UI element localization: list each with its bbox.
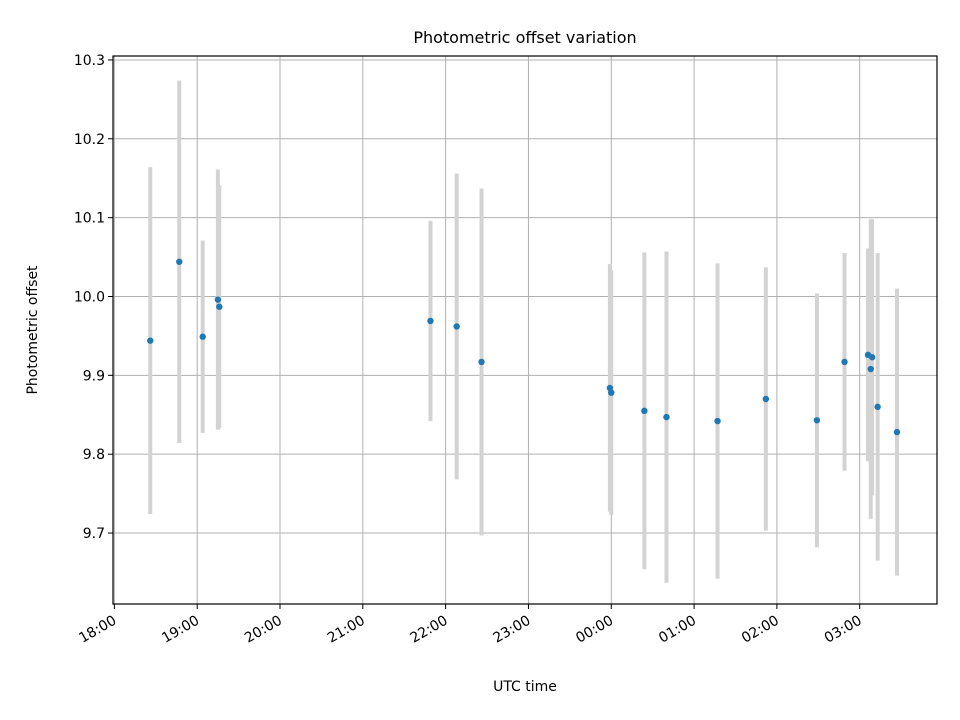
data-point — [176, 258, 183, 265]
data-point — [813, 417, 821, 424]
y-axis-label: Photometric offset — [25, 265, 41, 395]
chart-title: Photometric offset variation — [413, 28, 636, 47]
data-point — [868, 354, 876, 361]
data-point — [427, 317, 434, 325]
data-point — [216, 303, 223, 310]
y-axis-ticks: 9.7 9.8 9.9 10.0 10.1 10.2 10.3 — [74, 53, 113, 542]
data-point — [214, 296, 222, 303]
x-tick-label: 21:00 — [325, 613, 368, 647]
x-tick-label: 02:00 — [739, 613, 782, 647]
plot-frame — [112, 55, 938, 605]
x-tick-label: 22:00 — [408, 613, 451, 647]
x-axis-label: UTC time — [493, 679, 557, 695]
data-point — [762, 395, 770, 403]
data-point — [874, 403, 881, 411]
data-point — [663, 413, 670, 421]
data-point — [714, 417, 721, 425]
x-tick-label: 18:00 — [76, 613, 119, 647]
y-tick-label: 9.8 — [83, 447, 105, 463]
data-point — [147, 337, 154, 344]
x-axis-ticks: 18:00 19:00 20:00 21:00 22:00 23:00 00:00 01:00… — [76, 604, 865, 647]
data-point — [199, 333, 206, 340]
x-tick-label: 00:00 — [573, 613, 616, 647]
x-tick-label: 23:00 — [490, 613, 533, 647]
data-point — [867, 365, 874, 373]
y-tick-label: 10.3 — [74, 53, 105, 69]
grid — [113, 56, 937, 604]
data-point — [608, 389, 615, 396]
data-point — [478, 358, 485, 366]
data-point — [893, 428, 901, 436]
data-point — [841, 358, 848, 366]
y-tick-label: 10.2 — [74, 132, 105, 148]
y-tick-label: 10.0 — [74, 289, 105, 305]
y-tick-label: 9.7 — [83, 526, 105, 542]
x-tick-label: 20:00 — [242, 613, 285, 647]
x-tick-label: 19:00 — [159, 613, 202, 647]
error-bars — [148, 80, 899, 583]
x-tick-label: 01:00 — [656, 613, 699, 647]
y-tick-label: 9.9 — [83, 368, 105, 384]
data-point — [641, 407, 648, 415]
x-tick-label: 03:00 — [822, 613, 865, 647]
y-tick-label: 10.1 — [74, 211, 105, 227]
data-points — [147, 258, 901, 436]
data-point — [453, 323, 460, 330]
